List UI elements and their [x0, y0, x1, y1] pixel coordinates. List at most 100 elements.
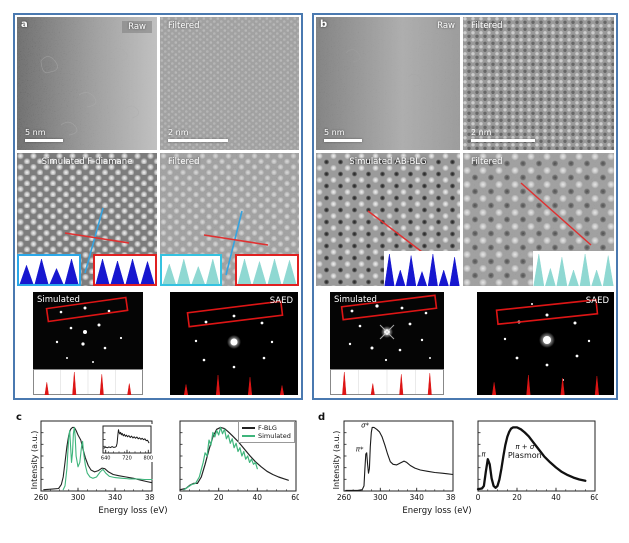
svg-text:Plasmon: Plasmon — [508, 451, 542, 460]
scale-bar-line — [471, 139, 535, 142]
tem-image-a-filtered-zoom: Filtered — [160, 153, 299, 286]
legend-label: F-BLG — [258, 424, 277, 432]
profile-line-red — [203, 234, 269, 246]
image-tag-b-filtered: Filtered — [471, 21, 503, 31]
svg-text:340: 340 — [410, 493, 425, 502]
svg-text:π: π — [481, 451, 486, 459]
svg-text:380: 380 — [145, 493, 155, 502]
d-x-axis-label: Energy loss (eV) — [402, 506, 472, 516]
svg-text:0: 0 — [476, 493, 481, 502]
image-tag-a-raw: Raw — [122, 21, 152, 33]
diffraction-b-simulated: Simulated — [330, 292, 444, 369]
scale-bar-label: 2 nm — [471, 128, 492, 137]
tem-image-a-simulated: Simulated F-diamane — [17, 153, 157, 286]
legend-line-green — [242, 435, 255, 437]
diffraction-line-profile — [477, 371, 614, 396]
diffraction-tag-simulated: Simulated — [334, 295, 377, 305]
svg-text:π*: π* — [356, 446, 364, 454]
svg-text:300: 300 — [71, 493, 86, 502]
scale-bar-line — [168, 139, 228, 142]
c-x-axis-label: Energy loss (eV) — [98, 506, 168, 516]
svg-text:40: 40 — [551, 493, 561, 502]
svg-text:20: 20 — [512, 493, 522, 502]
lattice-texture — [160, 17, 299, 150]
diffraction-a-simulated: Simulated — [33, 292, 143, 369]
image-tag-b-simulated: Simulated AB-BLG — [349, 157, 427, 167]
lattice-texture — [463, 17, 614, 150]
figure-panel-a: a Raw 5 nm Filtered 2 nm — [13, 13, 303, 400]
scale-bar-label: 5 nm — [25, 128, 46, 137]
intensity-profile-inset-cyan — [160, 254, 222, 286]
panel-label-c: c — [16, 412, 22, 423]
diffraction-tag-simulated: Simulated — [37, 295, 80, 305]
svg-text:260: 260 — [337, 493, 352, 502]
chart-d-core-loss: 260 300 340 380 σ* π* — [337, 420, 456, 502]
chart-c-core-loss: 260 300 340 380 — [34, 420, 155, 502]
tem-image-a-raw: a Raw 5 nm — [17, 17, 157, 150]
diffraction-pattern — [330, 292, 444, 369]
panel-label-a: a — [21, 19, 28, 30]
image-tag-b-filtered-zoom: Filtered — [471, 157, 503, 167]
intensity-profile-inset-red — [235, 254, 299, 286]
tem-image-a-filtered: Filtered 2 nm — [160, 17, 299, 150]
scale-bar-label: 5 nm — [324, 128, 345, 137]
scale-bar-line — [324, 139, 362, 142]
diffraction-line-profile — [330, 369, 444, 396]
tem-image-b-filtered: Filtered 2 nm — [463, 17, 614, 150]
roi-rectangle — [495, 298, 599, 326]
diffraction-tag-saed: SAED — [585, 296, 609, 306]
diffraction-line-profile — [33, 369, 143, 396]
chart-c-low-loss: 0 20 40 60 — [178, 420, 299, 502]
svg-text:800: 800 — [144, 456, 153, 462]
panel-label-d: d — [318, 412, 326, 423]
svg-text:640: 640 — [101, 456, 111, 462]
legend-label: Simulated — [258, 432, 291, 440]
svg-text:300: 300 — [373, 493, 388, 502]
roi-rectangle — [45, 296, 129, 323]
svg-text:380: 380 — [446, 493, 456, 502]
profile-line-red — [64, 232, 130, 244]
svg-text:60: 60 — [291, 493, 299, 502]
svg-text:340: 340 — [108, 493, 123, 502]
diffraction-b-saed: SAED — [477, 292, 614, 396]
chart-legend: F-BLG Simulated — [238, 421, 295, 443]
intensity-profile-inset-cyan — [533, 251, 614, 286]
profile-line-blue — [84, 207, 104, 274]
intensity-profile-inset-blue — [17, 254, 81, 286]
tem-image-b-simulated: Simulated AB-BLG — [316, 153, 460, 286]
roi-rectangle — [186, 300, 284, 328]
profile-line-red — [520, 182, 592, 246]
tem-raw-texture — [316, 17, 460, 150]
chart-c-inset-fluorine-edge: 640 720 800 — [100, 424, 153, 462]
scale-bar-line — [25, 139, 63, 142]
roi-rectangle — [340, 294, 438, 321]
scale-bar-a-filtered: 2 nm — [168, 128, 228, 142]
svg-text:40: 40 — [253, 493, 263, 502]
diffraction-pattern — [477, 292, 614, 395]
scale-bar-a-raw: 5 nm — [25, 128, 63, 142]
tem-image-b-filtered-zoom: Filtered — [463, 153, 614, 286]
image-tag-a-simulated: Simulated F-diamane — [41, 157, 133, 167]
scale-bar-label: 2 nm — [168, 128, 189, 137]
svg-text:720: 720 — [122, 456, 132, 462]
image-tag-b-raw: Raw — [437, 21, 455, 31]
scale-bar-b-raw: 5 nm — [324, 128, 362, 142]
legend-item-fblg: F-BLG — [242, 424, 291, 432]
diffraction-pattern — [170, 292, 298, 395]
panel-label-b: b — [320, 19, 328, 30]
intensity-profile-inset-blue — [384, 251, 460, 286]
tem-raw-texture — [17, 17, 157, 150]
legend-item-simulated: Simulated — [242, 432, 291, 440]
diffraction-pattern — [33, 292, 143, 369]
image-tag-a-filtered-zoom: Filtered — [168, 157, 200, 167]
profile-line-blue — [225, 210, 243, 276]
tem-image-b-raw: b Raw 5 nm — [316, 17, 460, 150]
svg-text:π + σ: π + σ — [515, 443, 535, 451]
diffraction-tag-saed: SAED — [269, 296, 293, 306]
svg-text:60: 60 — [590, 493, 598, 502]
svg-text:σ*: σ* — [361, 421, 369, 429]
figure-panel-b: b Raw 5 nm Filtered 2 nm — [312, 13, 618, 400]
intensity-profile-inset-red — [93, 254, 157, 286]
